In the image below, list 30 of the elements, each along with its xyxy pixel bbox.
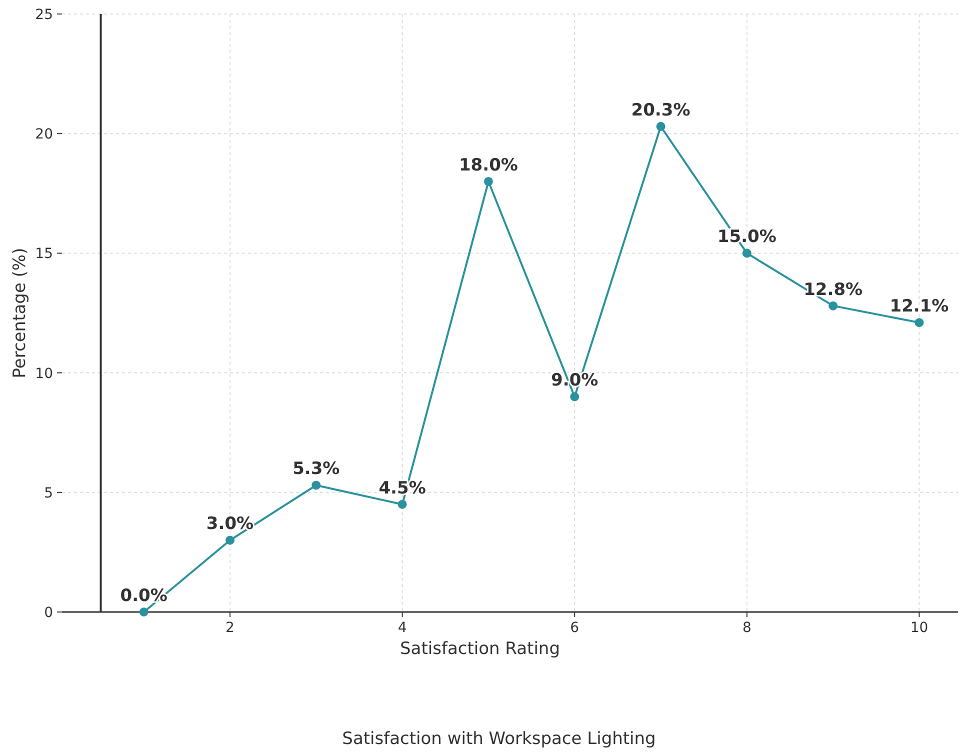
x-tick-label: 8 — [742, 620, 752, 636]
x-tick-label: 4 — [398, 620, 407, 636]
point — [398, 500, 407, 509]
data-label: 18.0% — [458, 155, 518, 176]
y-tick-label: 25 — [35, 7, 53, 23]
x-tick-label: 2 — [226, 620, 234, 636]
y-tick-label: 20 — [35, 126, 53, 143]
y-axis-title: Percentage (%) — [10, 248, 30, 378]
x-tick-label: 10 — [910, 620, 928, 636]
y-tick-label: 0 — [44, 605, 53, 621]
x-tick-label: 6 — [570, 620, 580, 636]
text: Satisfaction with Workspace Lighting — [342, 729, 656, 749]
point — [570, 392, 580, 402]
data-label: 12.1% — [890, 296, 949, 317]
point — [484, 176, 493, 186]
point — [139, 608, 148, 616]
point — [656, 122, 666, 131]
data-label: 3.0% — [206, 514, 254, 534]
point — [828, 301, 838, 310]
y-tick-label: 15 — [35, 246, 53, 262]
point — [914, 318, 924, 328]
y-tick-label: 10 — [35, 366, 53, 382]
data-label: 5.3% — [292, 459, 340, 480]
x-axis-title: Satisfaction Rating — [400, 639, 560, 659]
point — [226, 536, 234, 545]
y-tick-label: 5 — [44, 485, 53, 502]
point — [742, 248, 752, 258]
data-label: 20.3% — [631, 100, 690, 120]
point — [312, 480, 321, 490]
data-label: 12.8% — [804, 280, 863, 300]
